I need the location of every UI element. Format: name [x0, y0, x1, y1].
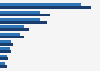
Bar	[0, 40, 11, 43]
Bar	[0, 25, 24, 28]
Bar	[0, 43, 13, 46]
Bar	[0, 18, 40, 21]
Bar	[0, 65, 7, 68]
Bar	[0, 11, 40, 13]
Bar	[0, 58, 8, 60]
Bar	[0, 13, 50, 16]
Bar	[0, 28, 29, 31]
Bar	[0, 36, 24, 38]
Bar	[0, 3, 81, 6]
Bar	[0, 21, 47, 24]
Bar	[0, 55, 7, 58]
Bar	[0, 62, 5, 65]
Bar	[0, 47, 10, 50]
Bar	[0, 6, 91, 9]
Bar	[0, 33, 20, 36]
Bar	[0, 50, 12, 53]
